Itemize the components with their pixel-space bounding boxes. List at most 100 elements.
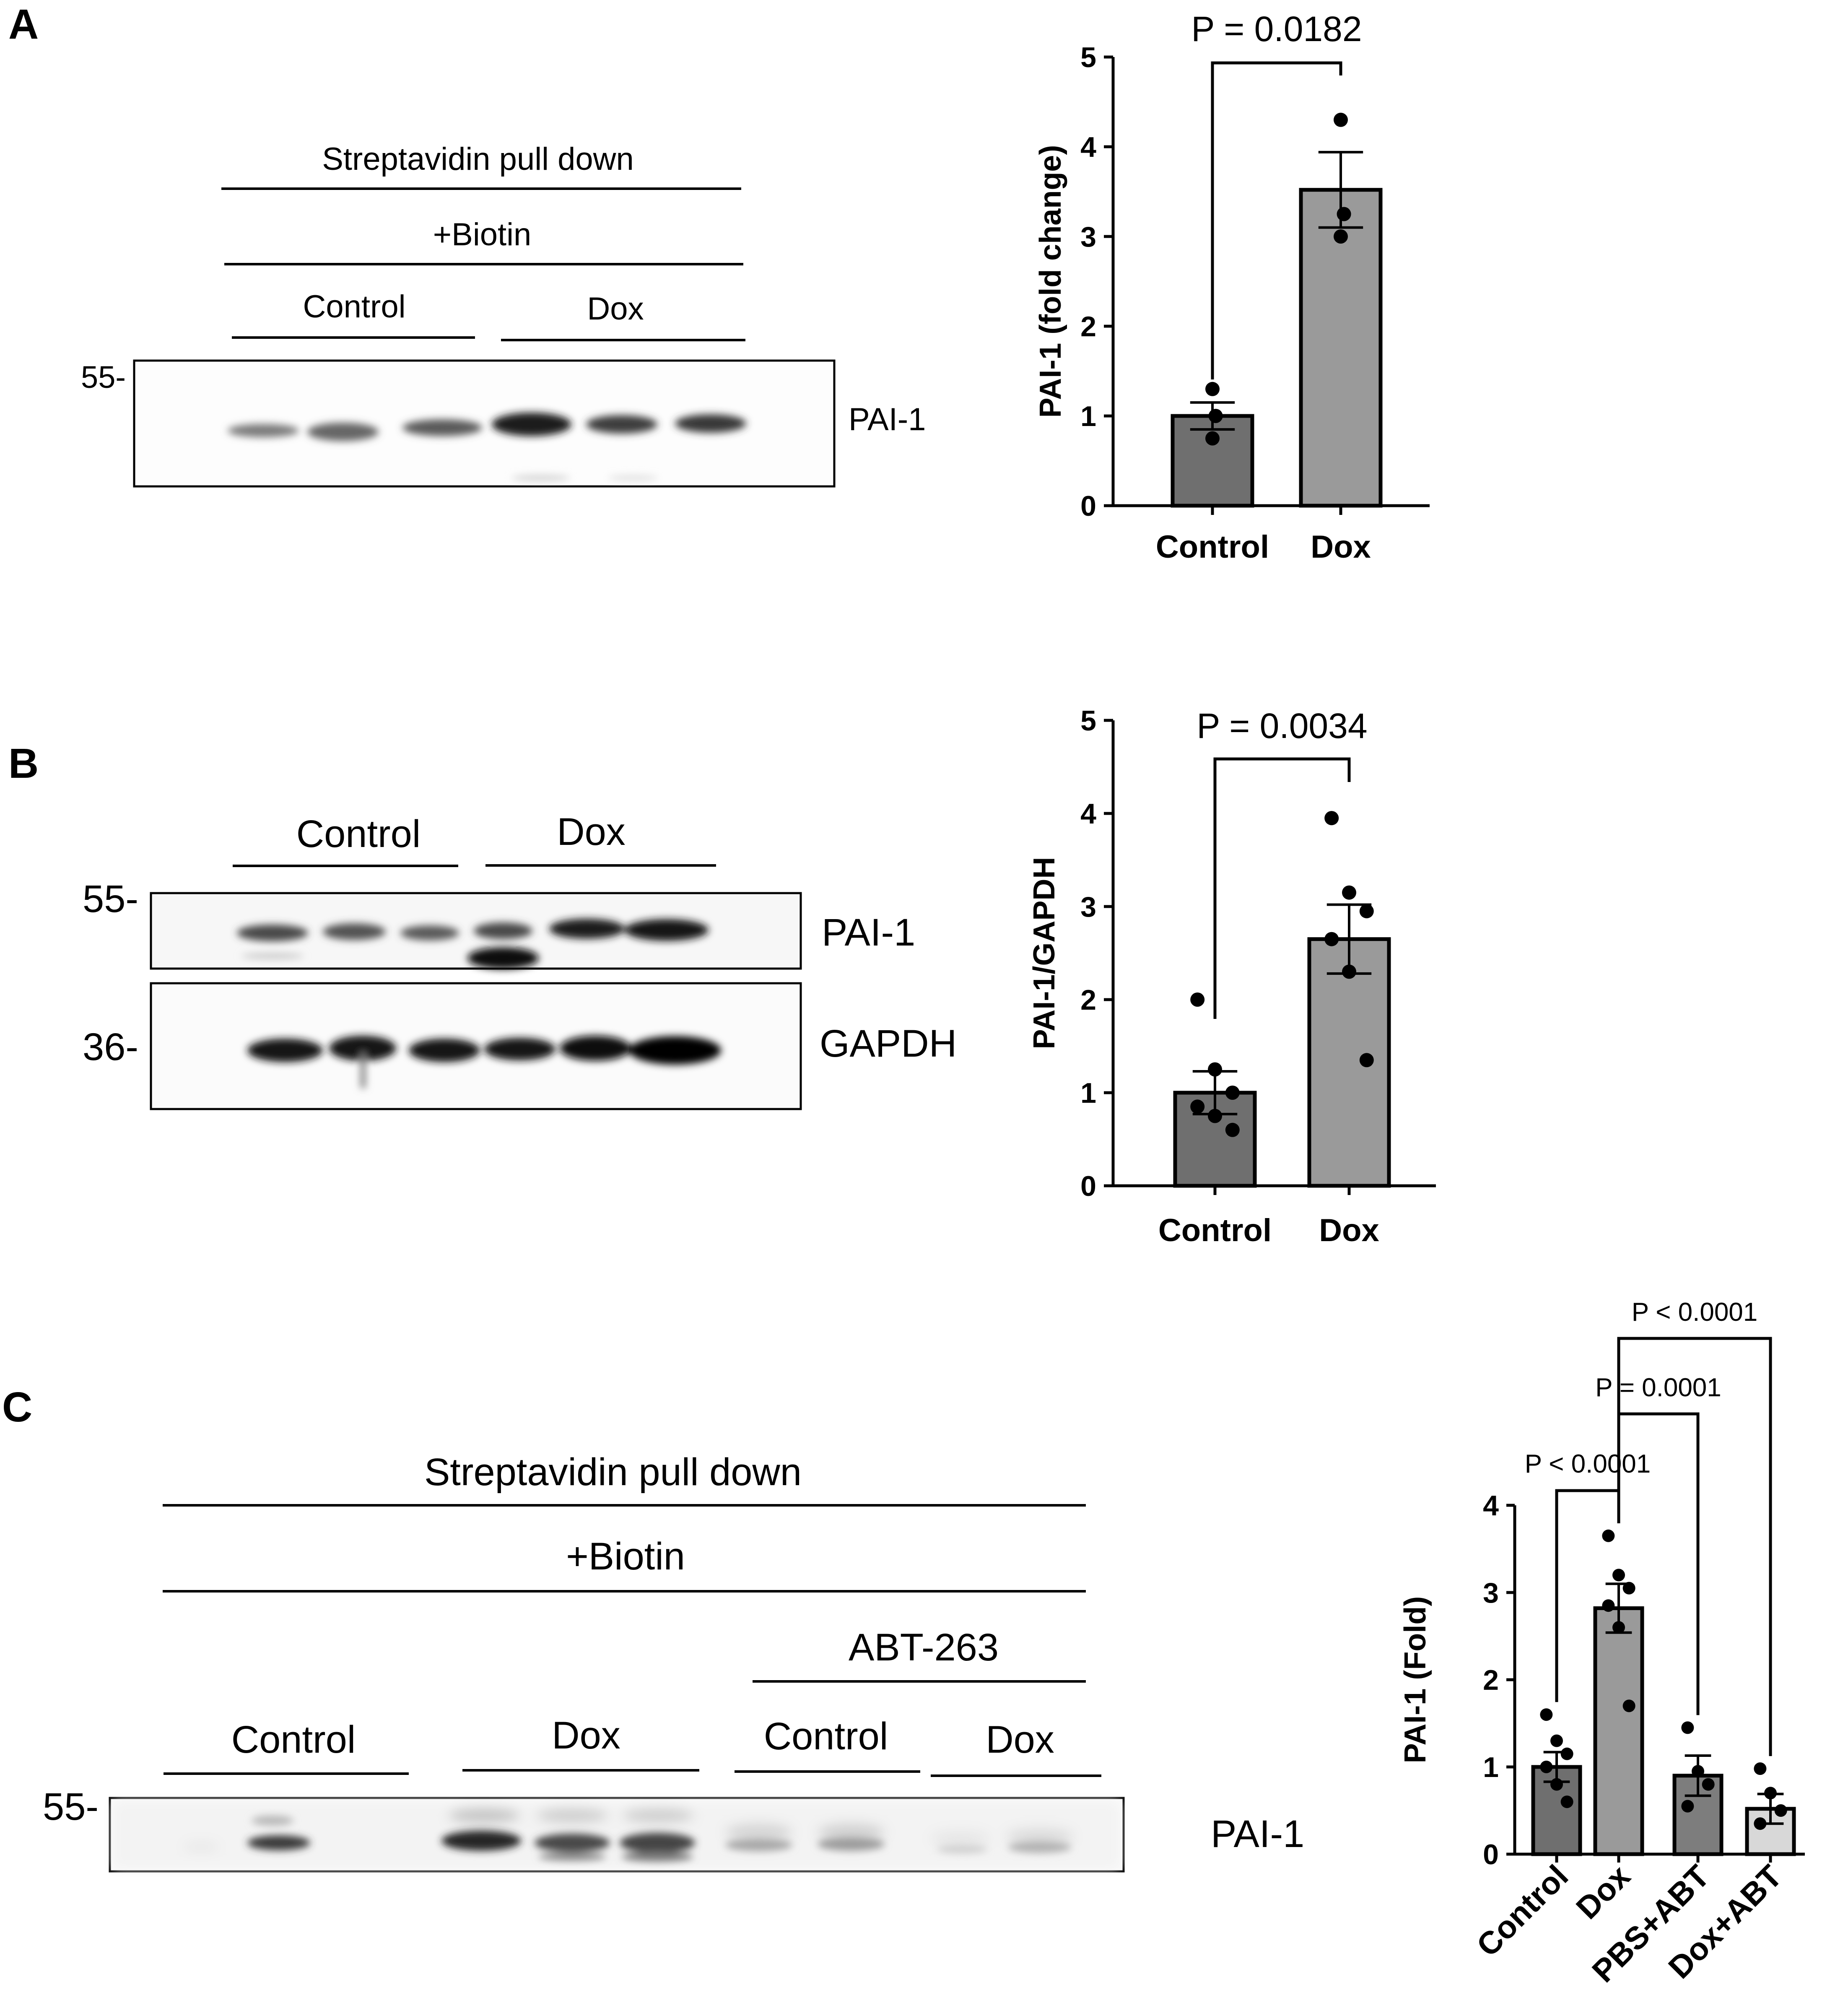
chart-c-data-point	[1540, 1761, 1553, 1773]
chart-c-data-point	[1602, 1599, 1615, 1612]
chart-c-category-label: Dox	[1569, 1858, 1637, 1926]
chart-a-y-tick-label: 1	[1080, 400, 1096, 432]
blot-b-group-control: Control	[296, 813, 421, 855]
chart-c-data-point	[1702, 1778, 1715, 1791]
chart-b: 0 1 2 3 4 5 PAI-1/GAPDH Control Dox P = 0.0034	[1028, 705, 1436, 1248]
chart-c-comparison-bracket	[1617, 1337, 1772, 1756]
chart-b-y-tick-label: 5	[1080, 705, 1096, 737]
blot-b-bands-gapdh	[247, 1036, 721, 1088]
chart-c-data-point	[1681, 1721, 1694, 1734]
chart-b-data-point	[1324, 932, 1339, 946]
chart-c-y-tick-label: 4	[1483, 1490, 1499, 1522]
chart-a-category-label: Control	[1156, 529, 1269, 565]
chart-b-data-point	[1342, 885, 1356, 900]
chart-c-y-tick-label: 3	[1483, 1577, 1499, 1609]
blot-b-mw-36: 36-	[83, 1026, 138, 1068]
chart-b-data-point	[1208, 1062, 1222, 1077]
blot-c-bands	[113, 1801, 1119, 1868]
chart-b-p-value: P = 0.0034	[1197, 706, 1367, 746]
chart-a-data-point	[1208, 409, 1223, 423]
chart-c-y-tick-label: 2	[1483, 1664, 1499, 1696]
blot-b-group-dox: Dox	[557, 811, 626, 853]
chart-a-category-label: Dox	[1311, 529, 1371, 565]
blot-c-treatment-abt263: ABT-263	[849, 1626, 999, 1669]
chart-b-data-point	[1190, 992, 1205, 1007]
chart-a-p-value: P = 0.0182	[1191, 9, 1362, 49]
chart-a-y-tick-label: 2	[1080, 311, 1096, 343]
chart-c-data-point	[1612, 1569, 1625, 1582]
chart-c-data-point	[1622, 1699, 1635, 1712]
chart-c-data-point	[1764, 1787, 1777, 1800]
blot-b: Control Dox 55- PAI-1 36- GAPDH	[83, 811, 957, 1110]
blot-a-bands	[228, 413, 746, 481]
chart-c-data-point	[1754, 1762, 1767, 1775]
chart-b-data-point	[1342, 964, 1356, 979]
chart-b-y-tick-label: 2	[1080, 984, 1096, 1016]
chart-c-data-point	[1560, 1795, 1573, 1808]
chart-b-data-point	[1359, 904, 1374, 919]
chart-b-data-point	[1359, 1053, 1374, 1068]
chart-c-p-value: P < 0.0001	[1525, 1450, 1651, 1478]
panel-label-c: C	[2, 1384, 32, 1431]
chart-c-data-point	[1550, 1734, 1563, 1747]
blot-c-mw-55: 55-	[43, 1785, 99, 1828]
panel-label-b: B	[8, 740, 39, 787]
chart-c-p-value: P < 0.0001	[1632, 1298, 1758, 1327]
chart-a-y-tick-label: 4	[1080, 131, 1096, 163]
chart-a-data-point	[1205, 382, 1220, 396]
blot-c-group-dox-1: Dox	[552, 1714, 620, 1757]
chart-a-y-label: PAI-1 (fold change)	[1034, 145, 1067, 418]
blot-c-header-streptavidin: Streptavidin pull down	[424, 1451, 802, 1494]
chart-b-y-tick-label: 4	[1080, 798, 1096, 830]
chart-a-data-point	[1334, 229, 1348, 244]
chart-b-y-tick-label: 0	[1080, 1170, 1096, 1202]
chart-b-data-point	[1190, 1099, 1205, 1114]
chart-b-y-tick-label: 3	[1080, 891, 1096, 923]
chart-a-data-point	[1337, 207, 1351, 221]
blot-b-bands-pai1	[237, 919, 709, 969]
blot-c: Streptavidin pull down +Biotin ABT-263 C…	[43, 1451, 1304, 1873]
chart-b-data-point	[1225, 1086, 1240, 1100]
chart-c-bar	[1593, 1606, 1644, 1856]
chart-a-y-tick-label: 5	[1080, 42, 1096, 73]
chart-c-y-label: PAI-1 (Fold)	[1399, 1596, 1432, 1764]
blot-c-group-control-1: Control	[231, 1718, 356, 1761]
blot-a-band-pai1: PAI-1	[849, 402, 926, 437]
chart-a: 0 1 2 3 4 5 PAI-1 (fold change) Control Dox P = 0…	[1034, 9, 1430, 565]
chart-c-y-tick-label: 1	[1483, 1751, 1499, 1783]
chart-c-data-point	[1560, 1747, 1573, 1760]
blot-c-group-control-2: Control	[764, 1715, 888, 1758]
chart-c-category-label: Control	[1470, 1858, 1575, 1964]
chart-c-p-value: P = 0.0001	[1595, 1373, 1721, 1402]
chart-c-y-tick-label: 0	[1483, 1839, 1499, 1871]
chart-c-data-point	[1774, 1804, 1787, 1817]
chart-c-data-point	[1692, 1765, 1704, 1778]
chart-c-data-point	[1550, 1778, 1563, 1791]
chart-c-data-point	[1622, 1582, 1635, 1595]
panel-label-a: A	[8, 1, 39, 48]
chart-c-data-point	[1602, 1529, 1615, 1542]
blot-b-band-pai1: PAI-1	[822, 911, 915, 954]
blot-a-group-control: Control	[303, 289, 406, 325]
chart-a-y-tick-label: 0	[1080, 490, 1096, 522]
chart-b-data-point	[1225, 1122, 1240, 1137]
chart-b-data-point	[1324, 811, 1339, 826]
chart-a-data-point	[1205, 431, 1220, 446]
chart-a-y-tick-label: 3	[1080, 221, 1096, 253]
chart-a-comparison-bracket	[1211, 61, 1342, 379]
chart-b-data-point	[1208, 1109, 1222, 1123]
chart-c-data-point	[1540, 1708, 1553, 1721]
blot-a-header-biotin: +Biotin	[433, 217, 532, 252]
blot-c-group-dox-2: Dox	[986, 1718, 1054, 1761]
blot-b-band-gapdh: GAPDH	[820, 1022, 957, 1065]
chart-b-comparison-bracket	[1213, 757, 1351, 1019]
blot-a-group-dox: Dox	[587, 291, 644, 327]
blot-a-mw-55: 55-	[81, 360, 126, 395]
chart-b-y-tick-label: 1	[1080, 1077, 1096, 1109]
chart-c-data-point	[1612, 1621, 1625, 1634]
blot-c-band-pai1: PAI-1	[1211, 1813, 1304, 1855]
chart-c-data-point	[1681, 1800, 1694, 1813]
chart-b-category-label: Control	[1158, 1213, 1272, 1248]
